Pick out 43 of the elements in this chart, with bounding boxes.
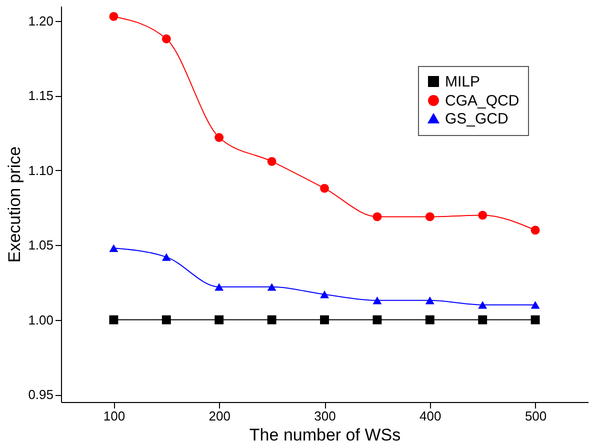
y-tick-label: 1.20 bbox=[28, 13, 54, 28]
y-tick-label: 1.05 bbox=[28, 238, 54, 253]
x-axis-title: The number of WSs bbox=[249, 426, 401, 444]
point bbox=[425, 315, 434, 324]
point bbox=[320, 315, 329, 324]
point bbox=[109, 315, 118, 324]
point bbox=[530, 300, 540, 309]
point bbox=[425, 296, 434, 304]
point bbox=[214, 133, 224, 142]
x-tick-label: 200 bbox=[208, 408, 230, 424]
point bbox=[109, 12, 118, 21]
point bbox=[478, 300, 488, 309]
point bbox=[372, 212, 382, 222]
point bbox=[372, 315, 382, 324]
y-tick-label: 0.95 bbox=[28, 387, 54, 402]
x-tick-label: 300 bbox=[314, 408, 336, 424]
point bbox=[478, 210, 488, 220]
point bbox=[478, 315, 488, 324]
point bbox=[214, 283, 224, 291]
x-tick-label: 500 bbox=[524, 408, 547, 424]
y-tick-label: 1.15 bbox=[28, 88, 54, 104]
point bbox=[162, 315, 171, 324]
point bbox=[162, 34, 171, 44]
y-tick-label: 1.00 bbox=[28, 312, 54, 328]
point bbox=[267, 315, 276, 324]
legend-label: CGA_QCD bbox=[445, 92, 520, 110]
point bbox=[267, 156, 276, 166]
point bbox=[530, 226, 540, 235]
legend-label: GS_GCD bbox=[445, 110, 509, 128]
y-tick-label: 1.10 bbox=[28, 162, 54, 178]
point bbox=[320, 290, 329, 298]
point bbox=[425, 212, 434, 222]
y-axis-title: Execution price bbox=[5, 146, 24, 263]
x-tick-label: 100 bbox=[103, 408, 126, 424]
point bbox=[372, 296, 382, 304]
point bbox=[214, 315, 224, 324]
legend-label: MILP bbox=[445, 74, 480, 90]
point bbox=[320, 184, 329, 193]
point bbox=[267, 283, 276, 291]
x-tick-label: 400 bbox=[420, 408, 442, 424]
point bbox=[162, 253, 171, 261]
point bbox=[530, 315, 540, 324]
point bbox=[109, 244, 118, 252]
